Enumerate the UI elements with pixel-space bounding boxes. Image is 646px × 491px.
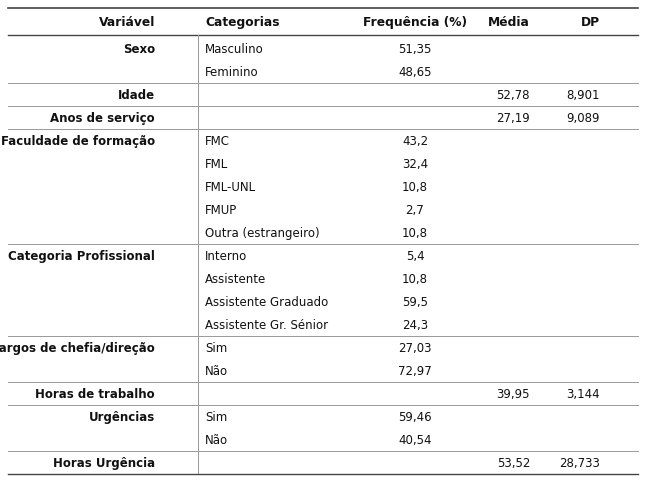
Text: DP: DP <box>581 16 600 29</box>
Text: 5,4: 5,4 <box>406 250 424 263</box>
Text: 43,2: 43,2 <box>402 135 428 148</box>
Text: Variável: Variável <box>99 16 155 29</box>
Text: Frequência (%): Frequência (%) <box>363 16 467 29</box>
Text: FML-UNL: FML-UNL <box>205 181 256 194</box>
Text: 8,901: 8,901 <box>567 89 600 102</box>
Text: 28,733: 28,733 <box>559 457 600 470</box>
Text: 32,4: 32,4 <box>402 158 428 171</box>
Text: Anos de serviço: Anos de serviço <box>50 112 155 125</box>
Text: 9,089: 9,089 <box>567 112 600 125</box>
Text: 59,46: 59,46 <box>398 411 432 424</box>
Text: 10,8: 10,8 <box>402 273 428 286</box>
Text: 53,52: 53,52 <box>497 457 530 470</box>
Text: 51,35: 51,35 <box>399 43 432 56</box>
Text: Faculdade de formação: Faculdade de formação <box>1 135 155 148</box>
Text: Sim: Sim <box>205 342 227 355</box>
Text: FMC: FMC <box>205 135 230 148</box>
Text: Assistente Graduado: Assistente Graduado <box>205 296 328 309</box>
Text: Assistente: Assistente <box>205 273 266 286</box>
Text: Masculino: Masculino <box>205 43 264 56</box>
Text: 10,8: 10,8 <box>402 227 428 240</box>
Text: 40,54: 40,54 <box>398 434 432 447</box>
Text: 10,8: 10,8 <box>402 181 428 194</box>
Text: Feminino: Feminino <box>205 66 258 79</box>
Text: Idade: Idade <box>118 89 155 102</box>
Text: 3,144: 3,144 <box>567 388 600 401</box>
Text: 24,3: 24,3 <box>402 319 428 332</box>
Text: FML: FML <box>205 158 228 171</box>
Text: 27,03: 27,03 <box>398 342 432 355</box>
Text: FMUP: FMUP <box>205 204 237 217</box>
Text: Não: Não <box>205 365 228 378</box>
Text: 59,5: 59,5 <box>402 296 428 309</box>
Text: 48,65: 48,65 <box>398 66 432 79</box>
Text: Horas Urgência: Horas Urgência <box>53 457 155 470</box>
Text: Outra (estrangeiro): Outra (estrangeiro) <box>205 227 320 240</box>
Text: Interno: Interno <box>205 250 247 263</box>
Text: Média: Média <box>488 16 530 29</box>
Text: Urgências: Urgências <box>89 411 155 424</box>
Text: Cargos de chefia/direção: Cargos de chefia/direção <box>0 342 155 355</box>
Text: Sexo: Sexo <box>123 43 155 56</box>
Text: Horas de trabalho: Horas de trabalho <box>36 388 155 401</box>
Text: Sim: Sim <box>205 411 227 424</box>
Text: 72,97: 72,97 <box>398 365 432 378</box>
Text: 2,7: 2,7 <box>406 204 424 217</box>
Text: Não: Não <box>205 434 228 447</box>
Text: Assistente Gr. Sénior: Assistente Gr. Sénior <box>205 319 328 332</box>
Text: Categorias: Categorias <box>205 16 280 29</box>
Text: 27,19: 27,19 <box>496 112 530 125</box>
Text: 52,78: 52,78 <box>497 89 530 102</box>
Text: 39,95: 39,95 <box>497 388 530 401</box>
Text: Categoria Profissional: Categoria Profissional <box>8 250 155 263</box>
